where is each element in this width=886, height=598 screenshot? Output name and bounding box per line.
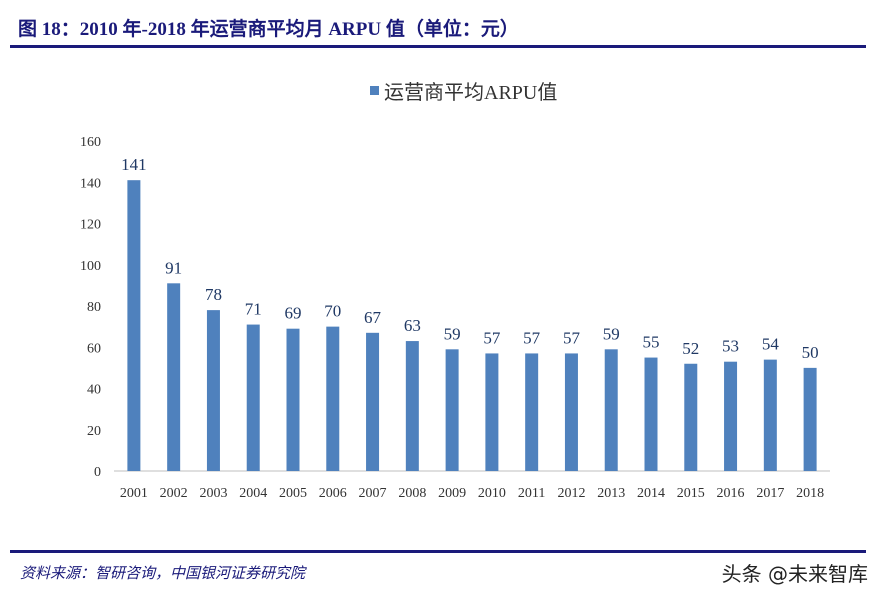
data-label: 63 [404,316,421,335]
x-tick-label: 2012 [557,486,585,501]
x-tick-label: 2004 [239,486,267,501]
data-label: 91 [165,258,182,277]
bar [167,283,181,471]
data-label: 67 [364,308,382,327]
legend-swatch [370,86,379,95]
x-tick-label: 2007 [359,486,387,501]
bar [326,326,340,471]
y-tick-label: 100 [80,259,101,274]
x-tick-label: 2008 [398,486,426,501]
data-label: 53 [722,337,739,356]
bar [206,310,220,471]
data-label: 57 [483,328,501,347]
x-tick-label: 2009 [438,486,466,501]
data-label: 52 [682,339,699,358]
x-tick-label: 2001 [120,486,148,501]
x-tick-label: 2017 [756,486,784,501]
y-tick-label: 140 [80,176,101,191]
top-rule [10,45,866,48]
x-tick-label: 2005 [279,486,307,501]
data-label: 141 [121,155,147,174]
bar [405,341,419,471]
bar [366,332,380,471]
bar [803,367,817,471]
x-tick-label: 2016 [717,486,745,501]
data-label: 71 [245,300,262,319]
data-label: 57 [523,328,541,347]
legend-label: 运营商平均ARPU值 [384,81,557,104]
figure-title: 图 18：2010 年-2018 年运营商平均月 ARPU 值（单位：元） [18,19,519,40]
bar [525,353,539,471]
bar [485,353,499,471]
x-tick-label: 2002 [160,486,188,501]
data-label: 78 [205,285,222,304]
data-label: 50 [802,343,819,362]
watermark: 头条 @未来智库 [721,562,868,586]
x-tick-label: 2010 [478,486,506,501]
data-label: 69 [285,304,302,323]
y-tick-label: 40 [87,383,101,398]
bar [684,363,698,471]
data-label: 59 [603,324,620,343]
bottom-rule [10,550,866,553]
data-label: 70 [324,302,341,321]
bar [445,349,459,471]
bar [564,353,578,471]
x-tick-label: 2003 [199,486,227,501]
x-tick-label: 2015 [677,486,705,501]
bar [246,324,260,471]
bar [644,357,658,471]
y-tick-label: 0 [94,465,101,480]
data-label: 54 [762,335,780,354]
bar [127,180,141,471]
bar [604,349,618,471]
data-label: 57 [563,328,581,347]
source-note: 资料来源：智研咨询，中国银河证券研究院 [20,564,306,582]
x-tick-label: 2013 [597,486,625,501]
x-tick-label: 2018 [796,486,824,501]
bar [724,361,738,471]
x-tick-label: 2006 [319,486,347,501]
bar [763,359,777,471]
y-tick-label: 120 [80,218,101,233]
y-tick-label: 160 [80,135,101,150]
data-label: 55 [643,333,660,352]
y-tick-label: 20 [87,424,101,439]
y-tick-label: 80 [87,300,101,315]
data-label: 59 [444,324,461,343]
x-tick-label: 2011 [518,486,545,501]
x-tick-label: 2014 [637,486,665,501]
y-tick-label: 60 [87,341,101,356]
bar [286,328,300,471]
